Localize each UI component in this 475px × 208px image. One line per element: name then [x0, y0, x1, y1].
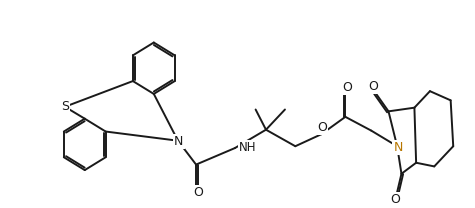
Text: NH: NH	[239, 141, 256, 154]
Text: N: N	[393, 141, 403, 154]
Text: S: S	[61, 100, 69, 113]
Text: O: O	[193, 186, 203, 199]
Text: O: O	[390, 193, 400, 206]
Text: O: O	[368, 80, 378, 93]
Text: O: O	[342, 81, 352, 94]
Text: O: O	[317, 121, 327, 134]
Text: N: N	[174, 135, 183, 148]
